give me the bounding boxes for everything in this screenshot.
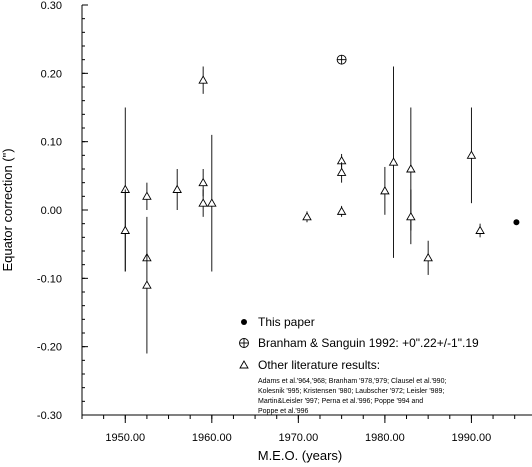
legend-label: Branham & Sanguin 1992: +0".22+/-1".19: [258, 336, 479, 350]
x-tick-label: 1980.00: [365, 432, 405, 444]
y-tick-label: -0.30: [37, 410, 62, 422]
data-marks: [120, 54, 520, 354]
legend-label: Other literature results:: [258, 358, 380, 372]
x-tick-label: 1950.00: [105, 432, 145, 444]
data-point-triangle: [120, 225, 131, 234]
y-tick-label: -0.20: [37, 342, 62, 354]
data-point-circle-plus: [336, 54, 347, 65]
axes: 0.30 0.20 0.10 0.00 -0.10 -0.20 -0.30 1950.00 19…: [37, 0, 532, 444]
legend: This paper Branham & Sanguin 1992: +0".22…: [239, 315, 479, 415]
x-tick-label: 1960.00: [192, 432, 232, 444]
data-point-triangle: [172, 184, 182, 193]
data-point-triangle: [142, 191, 152, 200]
data-point-triangle: [466, 150, 477, 159]
data-point-triangle: [336, 206, 347, 215]
y-tick-label: 0.10: [41, 137, 62, 149]
y-tick-label: 0.00: [41, 205, 62, 217]
y-axis-title: Equator correction ("): [0, 148, 15, 271]
data-point-triangle: [475, 225, 485, 234]
data-point-triangle: [336, 167, 347, 176]
data-point-triangle: [302, 211, 312, 221]
data-point-triangle: [198, 75, 208, 84]
y-tick-label: -0.10: [37, 273, 62, 285]
data-point-triangle: [207, 198, 217, 207]
data-point-triangle: [142, 280, 152, 289]
x-axis-title: M.E.O. (years): [258, 448, 343, 463]
references-note-line: Martin&Leisler '997; Perna et al.'996; P…: [258, 398, 423, 405]
data-point-triangle: [406, 164, 416, 173]
data-point-triangle: [380, 185, 390, 195]
legend-marker-circle-plus: [239, 338, 249, 348]
references-note-line: Adams et al.'964,'968; Branham '978,'979…: [258, 378, 446, 385]
y-tick-label: 0.30: [41, 0, 62, 12]
legend-label: This paper: [258, 315, 315, 329]
data-point-triangle: [388, 157, 399, 166]
legend-marker-triangle: [239, 360, 249, 369]
data-point-triangle: [198, 198, 208, 207]
legend-marker-filled-circle: [241, 319, 247, 325]
data-point-triangle: [423, 252, 433, 262]
references-note-line: Poppe et al.'996: [258, 408, 308, 415]
references-note-line: Kolesnik '995; Kristensen '980; Laubsche…: [258, 388, 444, 395]
y-tick-label: 0.20: [41, 68, 62, 80]
data-point-filled-circle: [513, 219, 520, 226]
data-point-triangle: [406, 211, 416, 221]
data-point-triangle: [198, 177, 208, 187]
x-tick-label: 1990.00: [452, 432, 492, 444]
x-tick-label: 1970.00: [278, 432, 318, 444]
